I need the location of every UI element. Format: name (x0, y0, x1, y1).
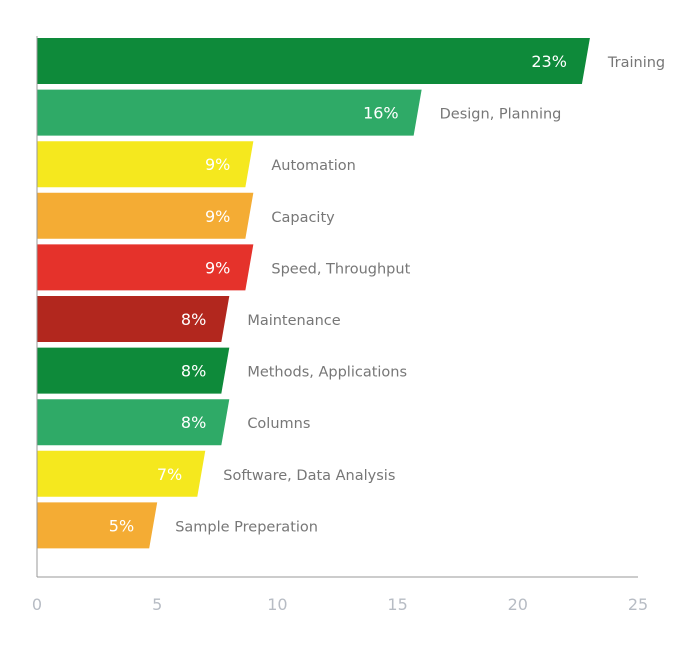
bar-value-label: 8% (181, 310, 206, 329)
x-tick-label: 0 (32, 595, 42, 614)
category-label: Software, Data Analysis (223, 468, 395, 484)
x-tick-label: 5 (152, 595, 162, 614)
bar-value-label: 16% (363, 104, 399, 123)
bar-8 (37, 399, 230, 446)
bar-6 (37, 296, 230, 342)
axes-group (36, 36, 638, 578)
bar-value-label: 9% (205, 258, 230, 277)
bar-value-label: 23% (531, 52, 567, 71)
category-label: Columns (247, 416, 310, 432)
bar-value-label: 9% (205, 207, 230, 226)
bar-3 (37, 141, 254, 188)
category-label: Automation (271, 158, 355, 174)
bar-value-label: 8% (181, 362, 206, 381)
category-label: Maintenance (247, 313, 340, 329)
x-tick-label: 15 (387, 595, 407, 614)
bar-value-label: 8% (181, 413, 206, 432)
x-tick-labels: 0 5 10 15 20 25 (32, 595, 648, 614)
category-label: Training (607, 55, 665, 71)
bar-value-label: 7% (157, 465, 182, 484)
x-tick-label: 10 (267, 595, 287, 614)
bar-9 (37, 450, 206, 497)
x-tick-label: 20 (508, 595, 528, 614)
bar-1 (37, 38, 590, 84)
category-label: Speed, Throughput (271, 261, 410, 277)
bar-value-label: 9% (205, 155, 230, 174)
bar-10 (37, 502, 158, 549)
bars-group: 23% Training 16% Design, Planning 9% Automati… (37, 38, 665, 549)
category-label: Capacity (271, 210, 335, 226)
category-label: Design, Planning (440, 107, 562, 123)
bar-5 (37, 244, 254, 291)
bar-value-label: 5% (109, 516, 134, 535)
bar-4 (37, 192, 254, 239)
bar-7 (37, 347, 230, 394)
x-tick-label: 25 (628, 595, 648, 614)
category-label: Methods, Applications (247, 365, 407, 381)
category-label: Sample Preperation (175, 519, 318, 535)
bar-2 (37, 89, 422, 136)
